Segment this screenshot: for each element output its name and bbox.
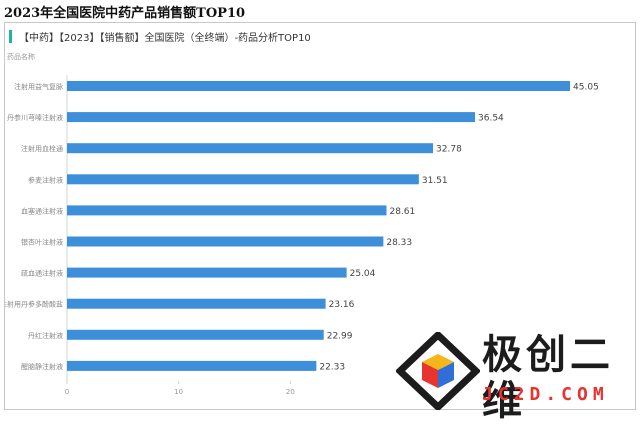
value-label: 31.51: [422, 176, 448, 186]
watermark-text: 极创二维: [482, 332, 614, 424]
chart-title: 【中药】【2023】【销售额】全国医院（全终端）-药品分析TOP10: [19, 33, 311, 44]
category-label: 参麦注射液: [28, 175, 63, 184]
value-label: 28.61: [389, 207, 415, 217]
value-label: 23.16: [329, 300, 355, 310]
value-label: 32.78: [436, 145, 462, 155]
value-label: 22.99: [327, 331, 353, 341]
category-label: 注射用益气复脉: [14, 82, 63, 91]
category-label: 疏血通注射液: [21, 269, 63, 278]
bar: [67, 329, 324, 340]
value-label: 22.33: [319, 362, 345, 372]
value-label: 25.04: [350, 269, 376, 279]
category-label: 血塞通注射液: [21, 206, 63, 215]
bar: [67, 81, 571, 91]
category-label: 丹红注射液: [28, 331, 63, 340]
bar: [67, 236, 384, 247]
bar: [67, 205, 387, 216]
bar: [67, 112, 476, 123]
category-label: 醒脑静注射液: [21, 362, 63, 371]
category-label: 注射用丹参多酚酸盐: [5, 300, 63, 309]
category-axis-label: 药品名称: [7, 53, 35, 61]
bar-chart: 注射用益气复脉 45.05 丹参川芎嗪注射液 36.54 注射用血栓通 32.78 参麦注射…: [5, 75, 599, 396]
category-label: 注射用血栓通: [21, 144, 63, 153]
bar: [67, 360, 317, 371]
x-tick-label: 0: [65, 388, 69, 396]
category-label: 丹参川芎嗪注射液: [7, 113, 63, 122]
watermark-url: JC2D.COM: [482, 384, 609, 405]
chart-panel: 【中药】【2023】【销售额】全国医院（全终端）-药品分析TOP10 药品名称 …: [4, 22, 636, 410]
bar: [67, 267, 347, 278]
watermark: 极创二维 JC2D.COM: [396, 332, 638, 424]
value-label: 28.33: [386, 238, 412, 248]
x-tick-label: 10: [174, 388, 183, 396]
title-accent-bar: [9, 30, 12, 43]
bar: [67, 174, 419, 185]
value-label: 45.05: [573, 83, 599, 93]
bar: [67, 298, 326, 309]
page-title: 2023年全国医院中药产品销售额TOP10: [4, 6, 246, 21]
x-tick-label: 20: [286, 388, 295, 396]
bar: [67, 143, 434, 154]
category-label: 银杏叶注射液: [21, 238, 63, 247]
cube-logo-icon: [396, 332, 480, 410]
value-label: 36.54: [478, 114, 504, 124]
